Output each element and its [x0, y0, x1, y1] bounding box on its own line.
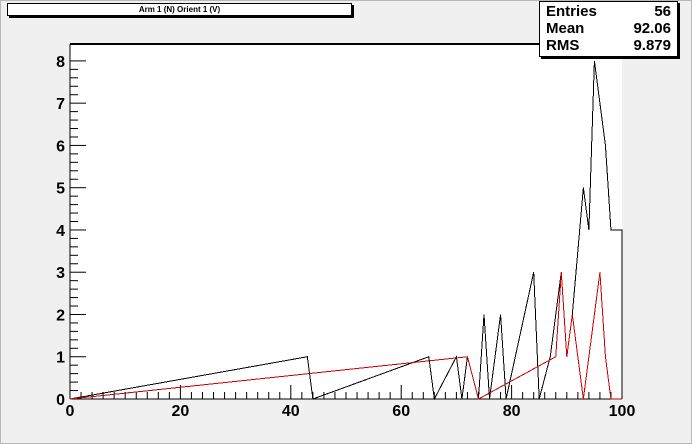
stats-row-entries: Entries 56: [546, 3, 671, 21]
stats-label: Entries: [546, 3, 597, 20]
histogram-bin: [429, 357, 435, 399]
y-tick-label: 5: [56, 181, 65, 198]
y-tick-label: 0: [56, 392, 65, 409]
stats-box: Entries 56 Mean 92.06 RMS 9.879: [539, 1, 678, 57]
histogram-bin: [583, 188, 589, 399]
plot-area: [70, 44, 622, 399]
histogram-bin: [556, 357, 562, 399]
histogram-bin: [467, 357, 473, 399]
x-tick-label: 0: [66, 403, 75, 420]
stats-label: RMS: [546, 37, 580, 54]
histogram-bin: [600, 272, 606, 399]
y-tick-label: 4: [56, 223, 65, 240]
x-tick-label: 40: [282, 403, 300, 420]
stats-value: 9.879: [633, 37, 671, 54]
histogram-outline: [69, 272, 622, 400]
stats-row-rms: RMS 9.879: [546, 37, 671, 55]
histogram-series-0: [69, 60, 623, 401]
histogram-bin: [473, 357, 479, 399]
y-tick-label: 6: [56, 138, 65, 155]
histogram-bin: [572, 314, 578, 399]
histogram-bin: [307, 357, 313, 399]
axes: [69, 43, 623, 400]
x-tick-label: 100: [609, 403, 636, 420]
histogram-bin: [550, 357, 556, 399]
stats-row-mean: Mean 92.06: [546, 20, 671, 38]
stats-value: 92.06: [633, 20, 671, 37]
histogram-bin: [484, 314, 490, 399]
histogram-series-1: [69, 272, 622, 400]
histogram-bin: [616, 230, 622, 399]
histogram-bin: [561, 272, 567, 399]
tick-labels: 0 20 40 60 80 100 0 1 2 3 4 5 6 7 8: [56, 54, 635, 420]
histogram-bin: [534, 272, 540, 399]
histogram-bin: [589, 230, 595, 399]
y-tick-label: 2: [56, 307, 65, 324]
stats-value: 56: [654, 3, 671, 20]
y-tick-label: 8: [56, 54, 65, 71]
histogram-bin: [594, 61, 600, 399]
x-tick-label: 60: [392, 403, 410, 420]
histogram-outline: [69, 60, 623, 401]
stats-label: Mean: [546, 20, 585, 37]
histogram-bin: [611, 230, 617, 399]
histogram-title: Arm 1 (N) Orient 1 (V): [7, 3, 352, 16]
histogram-bin: [578, 314, 584, 399]
histogram-bin: [456, 357, 462, 399]
y-tick-label: 7: [56, 96, 65, 113]
x-tick-label: 20: [172, 403, 190, 420]
y-tick-label: 3: [56, 265, 65, 282]
y-tick-label: 1: [56, 350, 65, 367]
histogram-bin: [567, 357, 573, 399]
histogram-bin: [605, 357, 611, 399]
histogram-series: [69, 60, 623, 401]
x-tick-label: 80: [503, 403, 521, 420]
